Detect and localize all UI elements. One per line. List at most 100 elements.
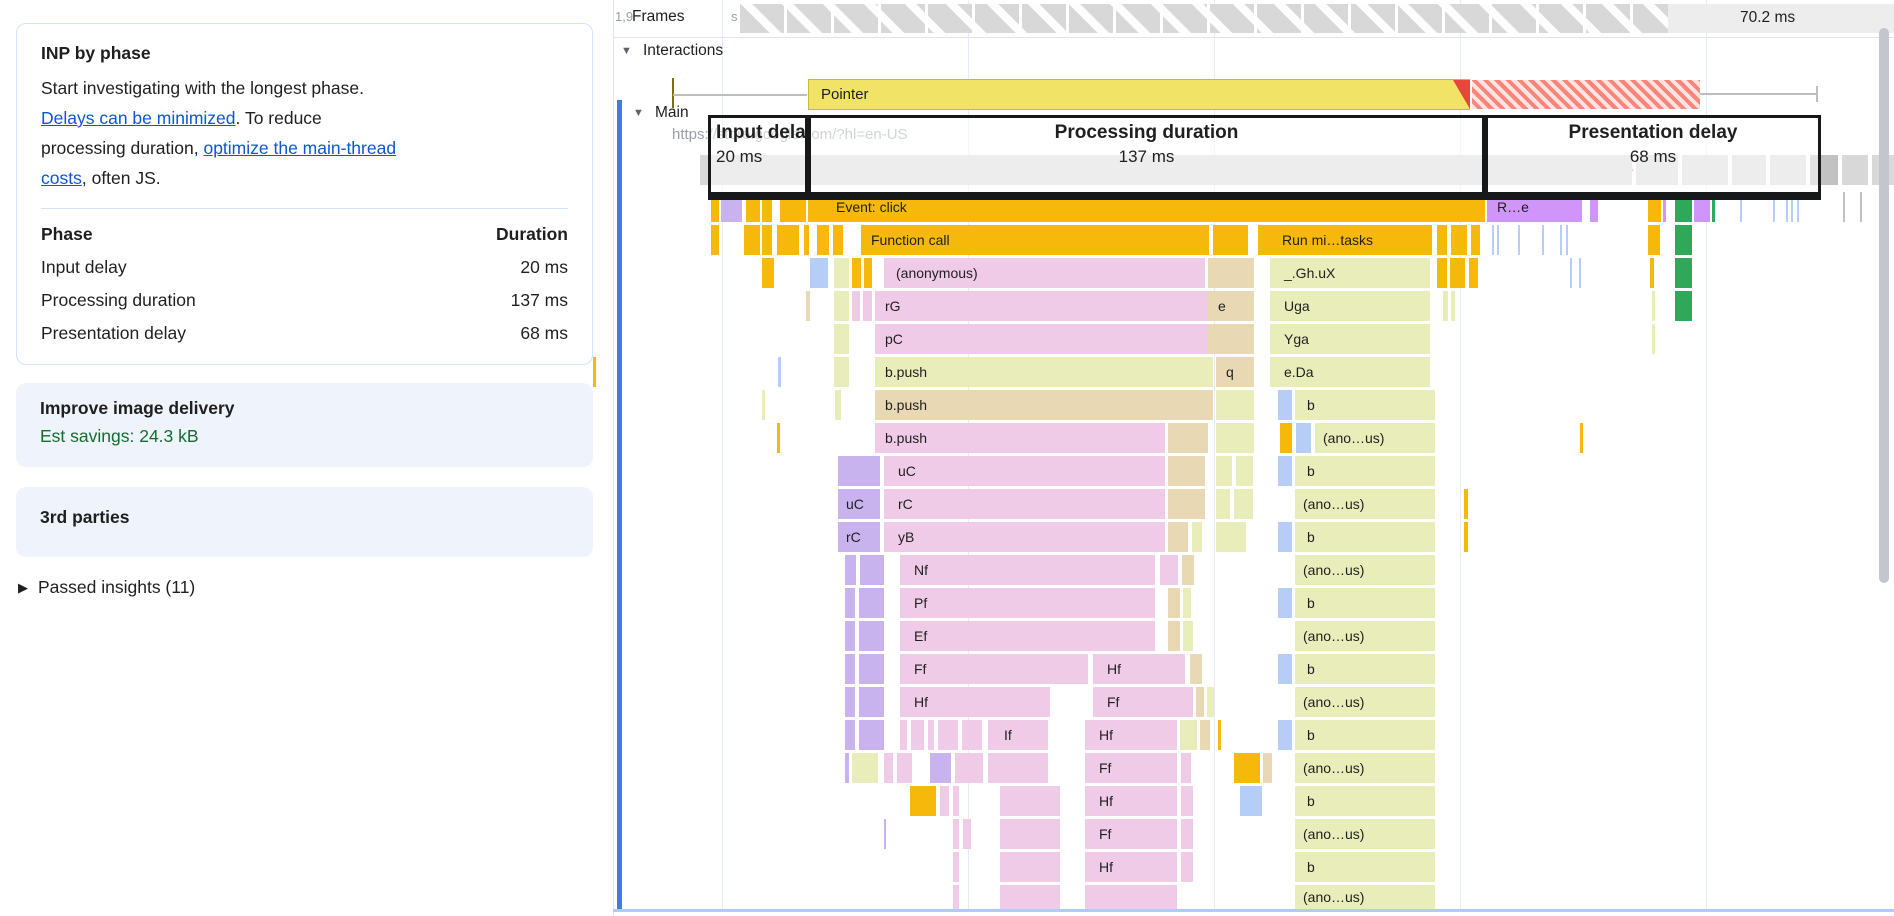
flame-bar[interactable] bbox=[845, 654, 855, 684]
flame-bar[interactable] bbox=[1464, 522, 1468, 552]
flame-bar[interactable] bbox=[988, 753, 1048, 783]
flame-bar[interactable] bbox=[1278, 720, 1292, 750]
flame-bar[interactable]: Ff bbox=[1085, 819, 1177, 849]
flame-bar[interactable] bbox=[744, 225, 760, 255]
flame-bar[interactable] bbox=[1451, 225, 1467, 255]
flame-bar[interactable] bbox=[845, 621, 855, 651]
flame-bar[interactable]: yB bbox=[884, 522, 1165, 552]
flame-bar[interactable] bbox=[953, 852, 959, 882]
flame-bar[interactable] bbox=[1278, 456, 1292, 486]
flame-bar[interactable] bbox=[859, 588, 884, 618]
flame-bar[interactable] bbox=[962, 720, 982, 750]
flame-bar[interactable] bbox=[1570, 258, 1572, 288]
inp-doc-link[interactable]: Delays can be minimized bbox=[41, 108, 236, 128]
input-delay-overlay[interactable]: Input delay 20 ms bbox=[708, 115, 808, 200]
flame-bar[interactable]: e.Da bbox=[1270, 357, 1430, 387]
flame-bar[interactable] bbox=[1278, 654, 1292, 684]
flame-bar[interactable] bbox=[1000, 819, 1060, 849]
flame-bar[interactable]: Function call bbox=[861, 225, 1209, 255]
flame-bar[interactable] bbox=[859, 720, 884, 750]
flame-bar[interactable] bbox=[1000, 852, 1060, 882]
flame-bar[interactable] bbox=[852, 753, 878, 783]
flame-bar[interactable]: Hf bbox=[1085, 786, 1177, 816]
flame-bar[interactable] bbox=[955, 753, 983, 783]
flame-bar[interactable] bbox=[1168, 423, 1208, 453]
flame-bar[interactable] bbox=[1196, 687, 1204, 717]
flame-bar[interactable]: b bbox=[1295, 654, 1435, 684]
flame-bar[interactable] bbox=[1497, 225, 1499, 255]
flame-bar[interactable] bbox=[845, 687, 855, 717]
flame-bar[interactable]: b bbox=[1295, 852, 1435, 882]
flame-bar[interactable]: uC bbox=[838, 489, 880, 519]
flame-bar[interactable] bbox=[1181, 819, 1193, 849]
flame-bar[interactable] bbox=[1797, 192, 1799, 222]
flame-bar[interactable] bbox=[1843, 192, 1845, 222]
flame-bar[interactable]: b bbox=[1295, 522, 1435, 552]
flame-bar[interactable]: b bbox=[1295, 720, 1435, 750]
flame-bar[interactable] bbox=[863, 291, 872, 321]
flame-bar[interactable] bbox=[928, 720, 934, 750]
flame-bar[interactable] bbox=[806, 291, 810, 321]
flame-bar[interactable] bbox=[1218, 720, 1221, 750]
flame-bar[interactable] bbox=[1234, 753, 1260, 783]
flame-bar[interactable] bbox=[1860, 192, 1862, 222]
flame-bar[interactable] bbox=[1443, 291, 1448, 321]
flame-bar[interactable] bbox=[1437, 258, 1447, 288]
flame-bar[interactable] bbox=[1437, 225, 1447, 255]
flame-bar[interactable] bbox=[884, 753, 893, 783]
flame-bar[interactable]: b.push bbox=[875, 390, 1213, 420]
flame-bar[interactable] bbox=[1183, 621, 1193, 651]
flame-bar[interactable] bbox=[953, 885, 959, 909]
flame-bar[interactable] bbox=[593, 357, 596, 387]
flame-bar[interactable] bbox=[1469, 258, 1478, 288]
flame-bar[interactable] bbox=[1675, 291, 1692, 321]
inp-doc-link[interactable]: optimize the main-thread bbox=[203, 138, 397, 158]
flame-bar[interactable]: e bbox=[1208, 291, 1254, 321]
flame-bar[interactable] bbox=[1192, 522, 1202, 552]
flame-bar[interactable] bbox=[900, 720, 907, 750]
flame-bar[interactable] bbox=[884, 819, 886, 849]
flame-bar[interactable] bbox=[845, 753, 849, 783]
flame-bar[interactable] bbox=[1213, 225, 1248, 255]
collapse-triangle-icon[interactable]: ▼ bbox=[621, 45, 632, 57]
flame-bar[interactable] bbox=[963, 819, 971, 849]
flame-bar[interactable] bbox=[845, 588, 855, 618]
flame-bar[interactable]: (ano…us) bbox=[1295, 687, 1435, 717]
flame-bar[interactable] bbox=[930, 753, 951, 783]
flame-bar[interactable] bbox=[1652, 291, 1655, 321]
flame-bar[interactable] bbox=[1000, 885, 1060, 909]
flame-bar[interactable] bbox=[1216, 489, 1230, 519]
flame-bar[interactable] bbox=[1263, 753, 1272, 783]
flame-bar[interactable] bbox=[1168, 621, 1180, 651]
flame-bar[interactable] bbox=[1518, 225, 1520, 255]
vertical-scrollbar[interactable] bbox=[1879, 28, 1889, 583]
flame-bar[interactable] bbox=[777, 423, 780, 453]
frames-filmstrip[interactable] bbox=[740, 4, 1668, 33]
flame-bar[interactable]: Hf bbox=[1085, 720, 1177, 750]
flame-bar[interactable]: (ano…us) bbox=[1295, 819, 1435, 849]
track-label-frames[interactable]: Frames bbox=[632, 8, 685, 25]
flame-bar[interactable] bbox=[762, 258, 774, 288]
flame-bar[interactable] bbox=[859, 687, 884, 717]
flame-bar[interactable] bbox=[911, 720, 924, 750]
flame-bar[interactable] bbox=[1278, 588, 1292, 618]
flame-bar[interactable]: (ano…us) bbox=[1295, 489, 1435, 519]
flame-bar[interactable] bbox=[1278, 522, 1292, 552]
flame-bar[interactable] bbox=[1168, 489, 1205, 519]
flame-bar[interactable] bbox=[762, 390, 765, 420]
flame-bar[interactable] bbox=[817, 225, 829, 255]
flame-bar[interactable] bbox=[864, 258, 872, 288]
processing-duration-overlay[interactable]: Processing duration 137 ms bbox=[808, 115, 1485, 200]
flame-bar[interactable] bbox=[845, 720, 855, 750]
flame-bar[interactable] bbox=[1216, 522, 1246, 552]
flame-bar[interactable]: rC bbox=[838, 522, 880, 552]
flame-bar[interactable]: Yga bbox=[1270, 324, 1430, 354]
flame-bar[interactable]: b bbox=[1295, 456, 1435, 486]
flame-bar[interactable] bbox=[835, 390, 841, 420]
flame-bar[interactable] bbox=[1675, 225, 1692, 255]
flame-bar[interactable] bbox=[1208, 324, 1254, 354]
flame-bar[interactable] bbox=[1240, 786, 1262, 816]
flame-bar[interactable] bbox=[1190, 654, 1202, 684]
flame-bar[interactable] bbox=[1773, 192, 1775, 222]
flame-bar[interactable] bbox=[1182, 555, 1194, 585]
